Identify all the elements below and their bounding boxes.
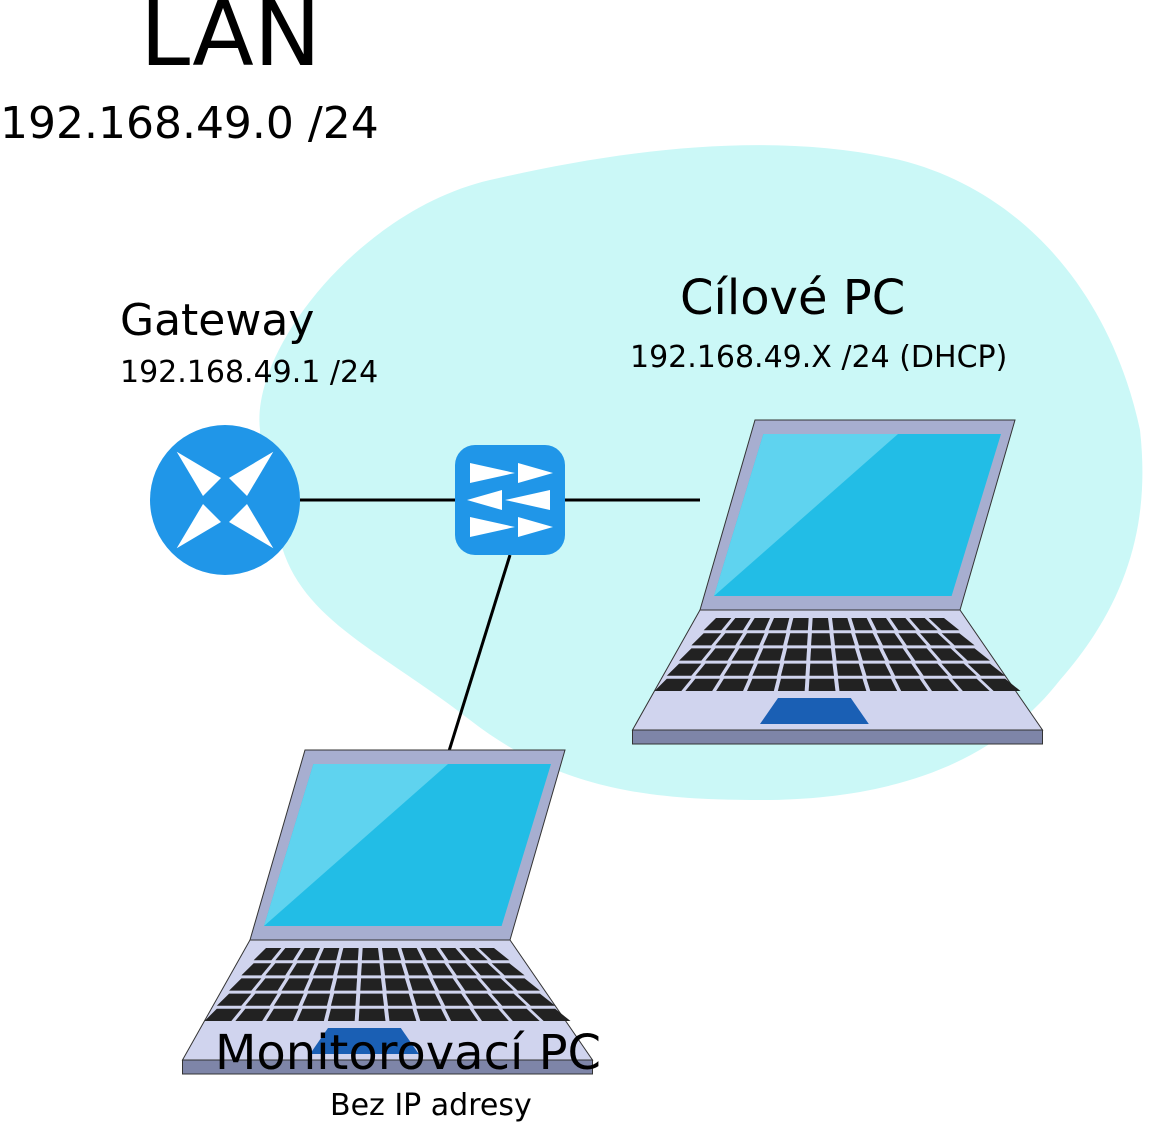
gateway-node <box>150 425 300 575</box>
monitor-pc-label: Monitorovací PC <box>215 1025 601 1081</box>
lan-subnet: 192.168.49.0 /24 <box>0 98 379 149</box>
diagram-stage: LAN 192.168.49.0 /24 Gateway 192.168.49.… <box>0 0 1160 1128</box>
gateway-ip: 192.168.49.1 /24 <box>120 355 378 390</box>
gateway-label: Gateway <box>120 295 314 346</box>
target-pc-label: Cílové PC <box>680 270 905 326</box>
switch-node <box>455 445 565 555</box>
monitor-pc-ip: Bez IP adresy <box>330 1088 532 1123</box>
lan-title: LAN <box>140 0 321 87</box>
target-pc-ip: 192.168.49.X /24 (DHCP) <box>630 340 1007 375</box>
diagram-canvas <box>0 0 1160 1128</box>
